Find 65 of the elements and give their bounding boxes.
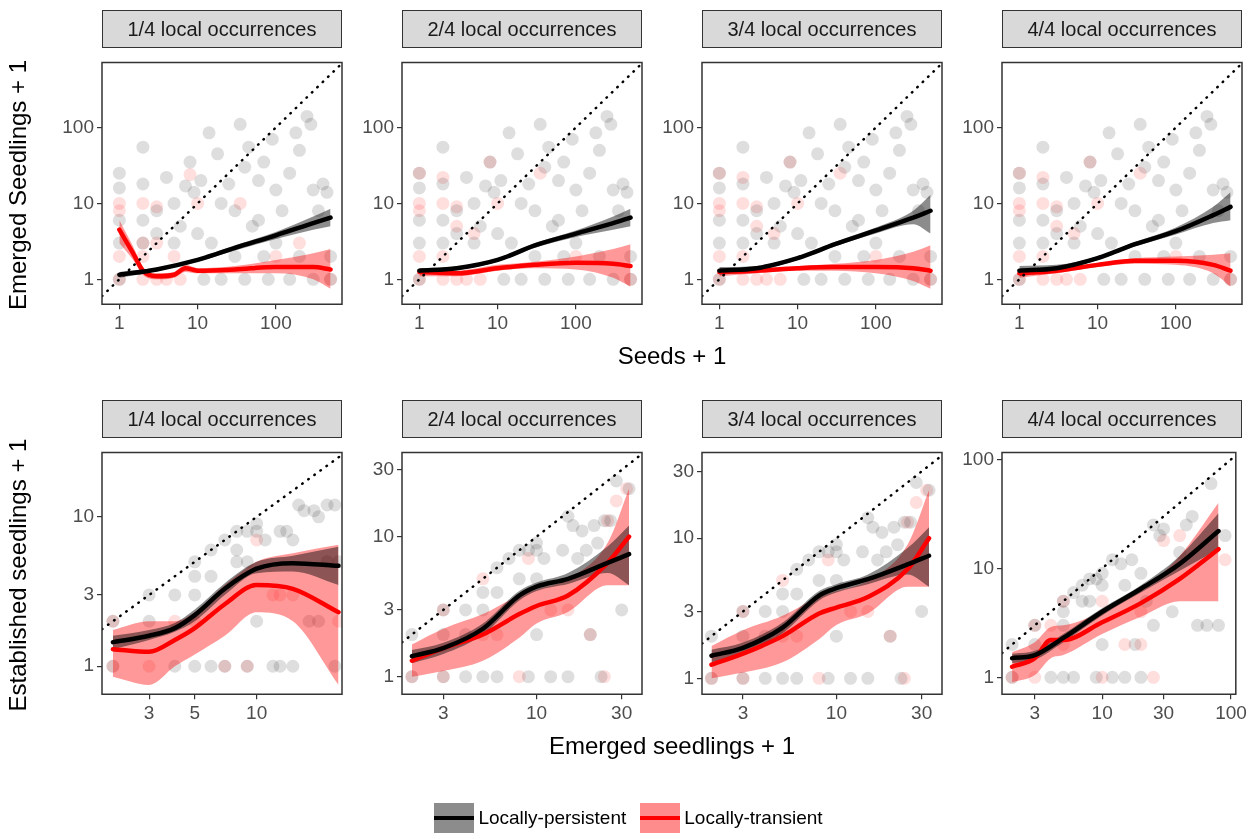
y-tick-label: 10 (672, 526, 694, 548)
y-tick-label: 100 (62, 115, 94, 137)
y-tick-label: 100 (362, 115, 394, 137)
y-tick-label: 1 (83, 654, 94, 676)
y-tick-label: 3 (683, 599, 694, 621)
x-tick-label: 5 (189, 701, 201, 723)
legend-label: Locally-persistent (478, 807, 627, 829)
chart-title: 4/4 local occurrences (1002, 10, 1242, 48)
x-tick-label: 1 (414, 311, 425, 333)
x-tick-label: 100 (560, 311, 592, 333)
x-tick-label: 1 (714, 311, 725, 333)
y-axis-title: Emerged Seedlings + 1 (4, 59, 32, 311)
x-tick-label: 3 (1029, 701, 1041, 723)
x-tick-label: 10 (526, 701, 548, 723)
y-tick-label: 1 (983, 267, 994, 289)
legend-label: Locally-transient (684, 807, 823, 829)
x-tick-label: 3 (737, 701, 749, 723)
y-tick-label: 1 (383, 664, 394, 686)
y-tick-label: 10 (372, 524, 394, 546)
y-tick-label: 100 (962, 115, 994, 137)
y-tick-label: 100 (662, 115, 694, 137)
y-tick-label: 1 (683, 666, 694, 688)
x-tick-label: 10 (787, 311, 809, 333)
y-axis-title: Established seedlings + 1 (4, 438, 32, 712)
y-tick-label: 10 (72, 191, 94, 213)
x-tick-label: 1 (1014, 311, 1025, 333)
x-tick-label: 30 (1153, 701, 1175, 723)
y-tick-label: 10 (672, 191, 694, 213)
y-tick-label: 30 (672, 459, 694, 481)
x-tick-label: 10 (246, 701, 268, 723)
chart-title: 2/4 local occurrences (402, 400, 642, 438)
chart-title: 4/4 local occurrences (1002, 400, 1242, 438)
y-tick-label: 3 (83, 583, 94, 605)
x-tick-label: 3 (438, 701, 449, 723)
x-tick-label: 10 (1087, 311, 1109, 333)
x-tick-label: 10 (187, 311, 209, 333)
x-tick-label: 1 (114, 311, 125, 333)
x-tick-label: 10 (487, 311, 509, 333)
y-tick-label: 30 (372, 458, 394, 480)
chart-title: 2/4 local occurrences (402, 10, 642, 48)
x-tick-label: 10 (825, 701, 847, 723)
chart-title: 1/4 local occurrences (102, 400, 342, 438)
y-tick-label: 10 (972, 556, 994, 578)
chart-title: 3/4 local occurrences (702, 10, 942, 48)
x-axis-title: Emerged seedlings + 1 (547, 732, 797, 760)
y-tick-label: 10 (372, 191, 394, 213)
x-tick-label: 3 (143, 701, 155, 723)
x-tick-label: 30 (611, 701, 633, 723)
x-tick-label: 10 (1091, 701, 1113, 723)
x-axis-title: Seeds + 1 (616, 342, 728, 370)
x-tick-label: 100 (860, 311, 892, 333)
y-tick-label: 1 (383, 267, 394, 289)
y-tick-label: 10 (972, 191, 994, 213)
chart-title: 3/4 local occurrences (702, 400, 942, 438)
x-tick-label: 30 (911, 701, 933, 723)
y-tick-label: 1 (683, 267, 694, 289)
y-tick-label: 10 (72, 505, 94, 527)
y-tick-label: 1 (983, 665, 994, 687)
x-tick-label: 100 (1215, 701, 1247, 723)
x-tick-label: 100 (260, 311, 292, 333)
y-tick-label: 3 (383, 598, 394, 620)
chart-title: 1/4 local occurrences (102, 10, 342, 48)
y-tick-label: 100 (962, 447, 994, 469)
y-tick-label: 1 (83, 267, 94, 289)
x-tick-label: 100 (1160, 311, 1192, 333)
